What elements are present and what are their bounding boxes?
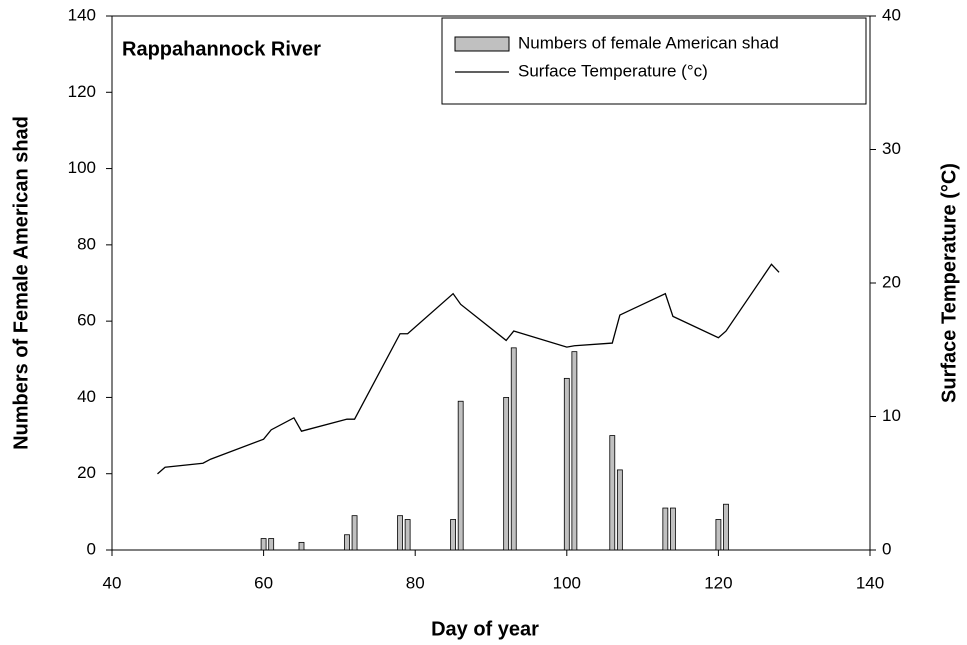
legend-swatch [454,36,510,52]
y-tick-label: 80 [77,234,96,253]
y2-tick-label: 30 [882,139,901,158]
bar [571,351,578,551]
bar [351,515,358,551]
y-tick-label: 100 [68,158,96,177]
x-tick-label: 140 [856,573,884,592]
y-axis-label: Numbers of Female American shad [10,116,32,450]
bar [404,519,411,551]
bar [715,519,722,551]
bar [260,538,267,551]
bar [268,538,275,551]
bar [670,507,676,551]
y2-tick-label: 20 [882,272,901,291]
legend-label: Surface Temperature (°c) [518,61,708,80]
bar [616,469,623,551]
bar [662,507,669,551]
y2-tick-label: 40 [882,5,901,24]
y-tick-label: 0 [87,539,96,558]
x-tick-label: 40 [103,573,122,592]
y-tick-label: 140 [68,5,96,24]
y-tick-label: 60 [77,311,96,330]
legend-label: Numbers of female American shad [518,33,779,52]
y-tick-label: 40 [77,387,96,406]
x-tick-label: 60 [254,573,273,592]
x-tick-label: 80 [406,573,425,592]
y2-tick-label: 0 [882,539,891,558]
x-tick-label: 100 [553,573,581,592]
x-tick-label: 120 [704,573,732,592]
y-tick-label: 20 [77,463,96,482]
bar [450,519,457,551]
x-axis-label: Day of year [431,618,539,640]
bar [510,347,517,551]
y2-tick-label: 10 [882,406,901,425]
y2-axis-label: Surface Temperature (°C) [938,163,960,403]
bar [609,435,616,551]
bar [457,400,464,551]
temperature-line [157,263,780,475]
bar [344,534,350,551]
annotation: Rappahannock River [122,38,321,60]
y-tick-label: 120 [68,82,96,101]
legend-box [441,17,867,105]
bar [563,377,570,551]
bar [397,515,403,551]
bar [723,503,729,551]
bar [298,541,305,551]
bar [503,397,510,551]
